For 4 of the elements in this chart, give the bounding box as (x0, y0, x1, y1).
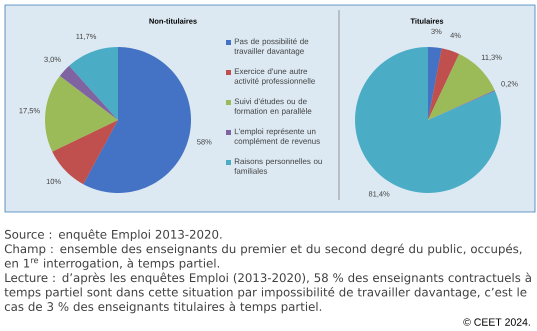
text: Champ : ensemble des enseignants du premier et du second degré du public, occupés, en 1$^{re}$ interrogation, à temps partiel. (4, 244, 522, 270)
source-note: Source : enquête Emploi 2013-2020. (4, 229, 222, 242)
text: © CEET 2024. (463, 318, 530, 326)
text: Lecture : d’après les enquêtes Emploi (2013-2020), 58 % des enseignants contractuels à temps partiel sont dans cette situation par impossibilité de travailler davantage, c’est le cas de 3 % des enseignants titulaires à temps partiel. (4, 272, 531, 314)
